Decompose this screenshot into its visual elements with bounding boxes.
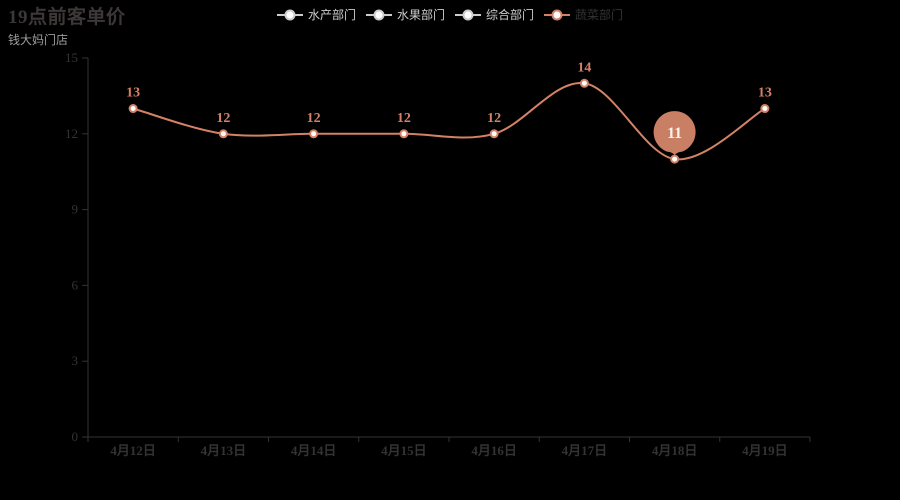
series-line <box>132 82 766 161</box>
data-point[interactable] <box>128 104 138 114</box>
y-axis-label: 12 <box>65 126 78 141</box>
data-point[interactable] <box>670 154 680 164</box>
x-axis-label: 4月17日 <box>562 443 608 458</box>
legend-item-fruit-dept[interactable]: 水果部门 <box>365 6 445 23</box>
line-series-icon <box>365 9 392 21</box>
point-label: 13 <box>126 86 140 101</box>
y-axis-label: 9 <box>72 202 79 217</box>
legend-item-label: 蔬菜部门 <box>575 8 624 22</box>
point-label: 12 <box>216 111 230 126</box>
data-point[interactable] <box>489 129 499 139</box>
data-point[interactable] <box>760 104 770 114</box>
data-point[interactable] <box>399 129 409 139</box>
x-axis-label: 4月18日 <box>652 443 698 458</box>
y-axis-label: 6 <box>72 277 79 292</box>
x-axis-label: 4月13日 <box>201 443 247 458</box>
x-axis-label: 4月16日 <box>471 443 517 458</box>
legend-item-seafood-dept[interactable]: 水产部门 <box>276 6 356 23</box>
data-point[interactable] <box>579 78 589 88</box>
legend-item-label: 水果部门 <box>396 8 445 22</box>
chart-title: 19点前客单价 <box>8 7 126 28</box>
point-label: 13 <box>758 86 772 101</box>
line-series-icon <box>276 9 303 21</box>
data-point[interactable] <box>309 129 319 139</box>
markpoint-pin[interactable] <box>653 111 696 156</box>
data-point[interactable] <box>218 129 228 139</box>
point-label: 12 <box>487 111 501 126</box>
point-label: 14 <box>577 60 591 75</box>
y-axis-label: 0 <box>72 429 79 444</box>
x-axis-label: 4月14日 <box>291 443 337 458</box>
x-axis-label: 4月19日 <box>742 443 788 458</box>
legend-item-general-dept[interactable]: 综合部门 <box>455 6 534 23</box>
legend-item-vegetable-dept[interactable]: 蔬菜部门 <box>544 6 623 23</box>
line-series-icon <box>544 9 571 21</box>
legend: 水产部门 水果部门 综合部门 蔬菜部门 <box>276 6 623 23</box>
x-axis-label: 4月15日 <box>381 443 427 458</box>
markpoint-label: 11 <box>667 125 682 142</box>
chart-subtitle: 钱大妈门店 <box>8 33 69 47</box>
y-axis-label: 15 <box>65 50 78 65</box>
y-axis-label: 3 <box>72 353 79 368</box>
x-axis-label: 4月12日 <box>110 443 156 458</box>
legend-item-label: 水产部门 <box>307 8 356 22</box>
legend-item-label: 综合部门 <box>486 8 535 22</box>
line-series-icon <box>455 9 481 21</box>
point-label: 12 <box>307 111 321 126</box>
point-label: 12 <box>397 111 411 126</box>
